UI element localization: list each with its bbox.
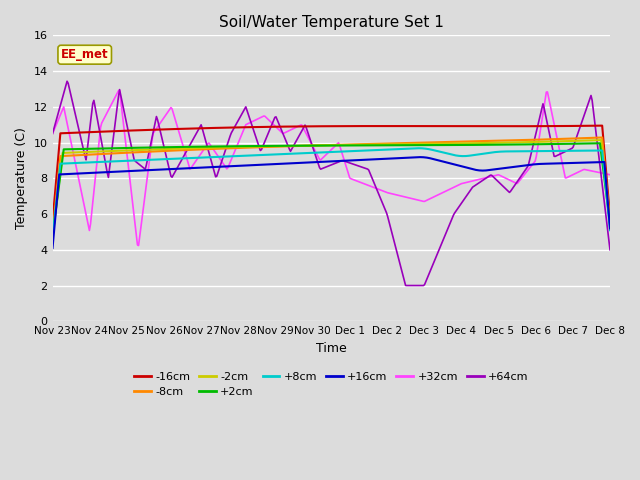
+32cm bbox=[319, 155, 327, 161]
-2cm bbox=[314, 143, 321, 148]
-2cm bbox=[317, 143, 324, 148]
+8cm bbox=[594, 148, 602, 154]
+16cm bbox=[381, 156, 388, 162]
+2cm bbox=[49, 232, 56, 238]
+8cm bbox=[381, 147, 388, 153]
-8cm bbox=[314, 143, 321, 148]
+16cm bbox=[314, 159, 321, 165]
+64cm bbox=[403, 283, 410, 288]
-16cm bbox=[381, 123, 388, 129]
-16cm bbox=[593, 123, 600, 129]
+32cm bbox=[595, 169, 603, 175]
+64cm bbox=[318, 166, 326, 171]
Text: EE_met: EE_met bbox=[61, 48, 109, 61]
Line: +64cm: +64cm bbox=[52, 81, 610, 286]
Y-axis label: Temperature (C): Temperature (C) bbox=[15, 127, 28, 229]
+2cm bbox=[506, 142, 513, 147]
+2cm bbox=[350, 143, 358, 148]
+32cm bbox=[508, 178, 516, 184]
-16cm bbox=[606, 214, 614, 220]
Line: -16cm: -16cm bbox=[52, 126, 610, 221]
+2cm bbox=[593, 141, 600, 146]
-16cm bbox=[506, 123, 513, 129]
+64cm bbox=[381, 207, 389, 213]
Legend: -16cm, -8cm, -2cm, +2cm, +8cm, +16cm, +32cm, +64cm: -16cm, -8cm, -2cm, +2cm, +8cm, +16cm, +3… bbox=[129, 367, 533, 401]
+32cm bbox=[606, 172, 614, 178]
-16cm bbox=[314, 123, 321, 129]
-16cm bbox=[350, 123, 358, 129]
+16cm bbox=[350, 157, 358, 163]
Line: +2cm: +2cm bbox=[52, 143, 610, 235]
+32cm bbox=[316, 156, 323, 162]
+2cm bbox=[314, 143, 321, 148]
+64cm bbox=[63, 78, 71, 84]
+2cm bbox=[317, 143, 324, 148]
+8cm bbox=[350, 148, 358, 154]
+8cm bbox=[317, 150, 324, 156]
-8cm bbox=[317, 143, 324, 148]
Title: Soil/Water Temperature Set 1: Soil/Water Temperature Set 1 bbox=[219, 15, 444, 30]
+2cm bbox=[381, 143, 388, 148]
+64cm bbox=[49, 131, 56, 136]
-8cm bbox=[598, 134, 606, 140]
-8cm bbox=[350, 142, 358, 147]
+32cm bbox=[353, 178, 360, 184]
+32cm bbox=[49, 131, 56, 136]
Line: +32cm: +32cm bbox=[52, 90, 610, 246]
+16cm bbox=[606, 226, 614, 231]
-8cm bbox=[381, 141, 388, 146]
+8cm bbox=[49, 234, 56, 240]
+32cm bbox=[135, 243, 143, 249]
-16cm bbox=[317, 123, 324, 129]
+16cm bbox=[594, 159, 602, 165]
Line: +16cm: +16cm bbox=[52, 157, 610, 248]
-2cm bbox=[49, 234, 56, 240]
Line: -2cm: -2cm bbox=[52, 140, 610, 237]
-2cm bbox=[593, 137, 600, 143]
+64cm bbox=[606, 247, 614, 252]
-2cm bbox=[606, 217, 614, 223]
+8cm bbox=[314, 150, 321, 156]
+16cm bbox=[416, 154, 424, 160]
Line: +8cm: +8cm bbox=[52, 148, 610, 237]
+64cm bbox=[595, 154, 603, 159]
+8cm bbox=[414, 145, 422, 151]
+8cm bbox=[507, 148, 515, 154]
-2cm bbox=[381, 142, 388, 147]
-8cm bbox=[506, 138, 513, 144]
+16cm bbox=[507, 165, 515, 170]
+2cm bbox=[606, 220, 614, 226]
+16cm bbox=[317, 159, 324, 165]
+64cm bbox=[315, 161, 323, 167]
-8cm bbox=[606, 220, 614, 226]
-16cm bbox=[49, 218, 56, 224]
-2cm bbox=[597, 137, 605, 143]
+32cm bbox=[383, 190, 390, 195]
+64cm bbox=[351, 162, 359, 168]
+64cm bbox=[508, 187, 516, 192]
-2cm bbox=[350, 142, 358, 148]
+16cm bbox=[49, 245, 56, 251]
-8cm bbox=[49, 230, 56, 236]
-2cm bbox=[506, 140, 513, 145]
X-axis label: Time: Time bbox=[316, 342, 347, 355]
-16cm bbox=[598, 123, 606, 129]
+32cm bbox=[116, 87, 124, 93]
Line: -8cm: -8cm bbox=[52, 137, 610, 233]
-8cm bbox=[593, 135, 600, 141]
+2cm bbox=[596, 140, 604, 146]
+8cm bbox=[606, 228, 614, 233]
